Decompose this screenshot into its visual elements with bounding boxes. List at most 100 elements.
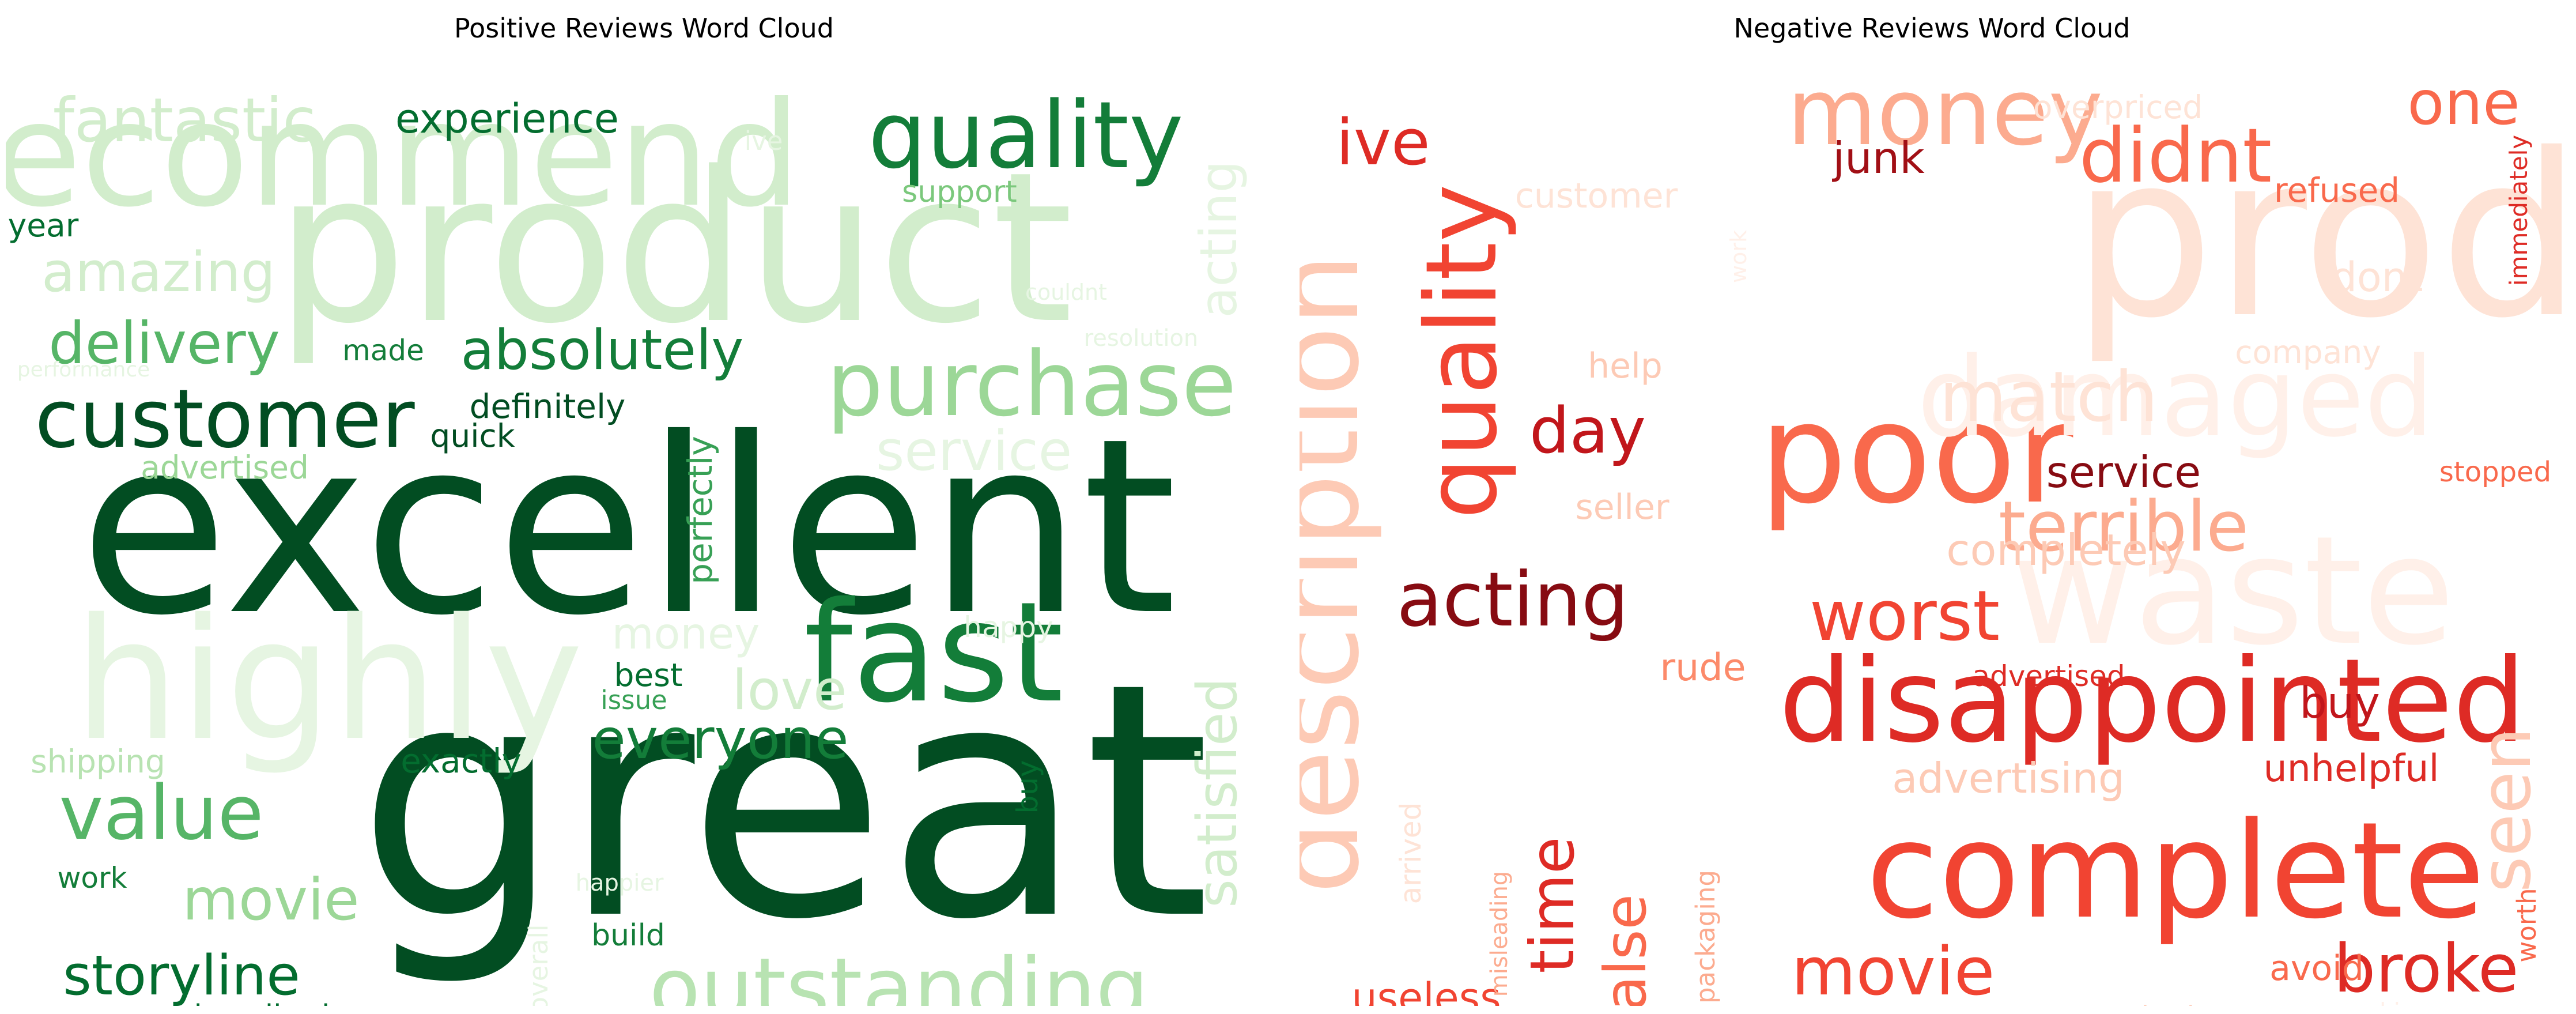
positive-word-ive: ive — [745, 126, 783, 156]
positive-word-buy: buy — [1011, 760, 1044, 813]
negative-word-dont: dont — [2331, 254, 2423, 301]
positive-word-exactly: exactly — [401, 741, 522, 781]
positive-word-happy: happy — [964, 610, 1053, 644]
positive-word-love: love — [732, 659, 847, 722]
positive-word-money: money — [611, 608, 760, 659]
positive-word-advertised: advertised — [141, 449, 309, 486]
negative-word-packaging: packaging — [1690, 870, 1721, 1004]
positive-word-year: year — [8, 207, 79, 244]
negative-word-seller: seller — [1575, 487, 1669, 527]
positive-word-fast: fast — [804, 572, 1064, 733]
negative-word-match: match — [1939, 357, 2158, 438]
negative-word-arrived: arrived — [1394, 802, 1427, 904]
positive-word-experience: experience — [395, 95, 619, 142]
negative-word-quality: quality — [1405, 184, 1519, 519]
positive-word-build: build — [591, 918, 665, 953]
positive-word-overall: overall — [523, 925, 554, 1006]
negative-word-ive: ive — [1336, 105, 1430, 179]
positive-word-resolution: resolution — [1084, 325, 1199, 352]
negative-word-description: description — [1300, 253, 1385, 894]
positive-word-recommend: recommend — [6, 71, 801, 239]
positive-cloud-panel: Positive Reviews Word Cloud excellent gre… — [6, 13, 1274, 1006]
negative-word-buy: buy — [2299, 677, 2380, 728]
negative-word-unhelpful: unhelpful — [2263, 747, 2439, 790]
positive-word-quality: quality — [868, 81, 1183, 189]
negative-word-worst: worst — [1810, 576, 2000, 657]
positive-word-value: value — [59, 769, 263, 857]
negative-word-misleading: misleading — [1486, 871, 1513, 997]
positive-word-absolutely: absolutely — [460, 319, 743, 382]
positive-word-excellent: excellent — [80, 387, 1177, 669]
positive-word-issue: issue — [600, 685, 667, 715]
negative-word-broke: broke — [2333, 930, 2518, 1006]
negative-cloud-panel: Negative Reviews Word Cloud product waste… — [1288, 0, 2576, 1014]
positive-word-fantastic: fantastic — [53, 85, 316, 156]
positive-cloud-title: Positive Reviews Word Cloud — [454, 13, 834, 44]
negative-word-company: company — [2235, 334, 2381, 371]
positive-word-highly: highly — [74, 583, 583, 778]
negative-word-movie: movie — [1791, 933, 1995, 1006]
positive-word-happier: happier — [576, 870, 664, 896]
negative-word-advertising: advertising — [1892, 754, 2124, 802]
negative-word-damaged: damaged — [1917, 334, 2434, 461]
positive-word-great: great — [357, 615, 1211, 990]
negative-word-overpriced: overpriced — [2033, 89, 2203, 126]
positive-word-purchase: purchase — [826, 332, 1237, 436]
negative-word-work: work — [1726, 230, 1751, 283]
negative-word-customer: customer — [1515, 176, 1678, 216]
positive-word-cloud: excellent great product highly recommend qual… — [6, 49, 1274, 1006]
positive-word-movie: movie — [182, 866, 359, 933]
positive-word-definitely: definitely — [470, 387, 626, 426]
negative-word-day: day — [1529, 394, 1646, 468]
negative-word-rude: rude — [1660, 646, 1746, 689]
negative-word-useless: useless — [1351, 974, 1501, 1006]
negative-word-didnt: didnt — [2079, 112, 2272, 199]
negative-word-one: one — [2407, 68, 2520, 138]
positive-word-described: described — [183, 999, 330, 1006]
negative-word-resulted: resulted — [2082, 1001, 2194, 1006]
negative-word-seen: seen — [2467, 727, 2547, 892]
negative-cloud-title: Negative Reviews Word Cloud — [1733, 13, 2131, 44]
negative-word-worth: worth — [2511, 888, 2542, 962]
positive-word-amazing: amazing — [41, 241, 275, 304]
negative-word-poor: poor — [1759, 373, 2073, 534]
positive-word-acting: acting — [1189, 161, 1248, 318]
positive-word-everyone: everyone — [592, 708, 848, 771]
negative-word-disappointed: disappointed — [1779, 634, 2526, 768]
positive-word-shipping: shipping — [31, 743, 165, 780]
negative-word-working: working — [2335, 998, 2431, 1006]
positive-word-perfectly: perfectly — [681, 436, 720, 585]
positive-word-best: best — [614, 657, 683, 693]
negative-word-stopped: stopped — [2439, 456, 2551, 488]
positive-word-performance: performance — [17, 358, 150, 382]
positive-word-delivery: delivery — [48, 310, 280, 377]
negative-word-advertised: advertised — [1972, 659, 2125, 693]
negative-word-money: money — [1787, 58, 2103, 166]
positive-word-service: service — [876, 420, 1072, 483]
positive-word-storyline: storyline — [63, 944, 300, 1006]
positive-word-quick: quick — [430, 417, 515, 454]
positive-word-outstanding: outstanding — [649, 940, 1149, 1006]
negative-word-help: help — [1588, 346, 1663, 386]
negative-word-product: product — [2072, 105, 2567, 367]
negative-word-service: service — [2046, 447, 2201, 497]
negative-word-complete: complete — [1866, 794, 2485, 948]
positive-word-support: support — [902, 175, 1017, 209]
positive-word-work: work — [58, 861, 127, 895]
positive-word-couldnt: couldnt — [1025, 280, 1107, 305]
positive-word-product: product — [275, 127, 1074, 369]
negative-word-junk: junk — [1831, 133, 1925, 183]
negative-word-false: false — [1592, 894, 1659, 1006]
negative-word-time: time — [1517, 836, 1588, 973]
negative-word-immediately: immediately — [2505, 135, 2533, 286]
positive-word-made: made — [342, 334, 424, 367]
negative-word-acting: acting — [1396, 556, 1629, 643]
negative-word-refused: refused — [2274, 171, 2400, 210]
negative-word-completely: completely — [1946, 525, 2186, 575]
negative-word-terrible: terrible — [1999, 487, 2249, 567]
positive-word-customer: customer — [35, 372, 415, 466]
negative-word-waste: waste — [2011, 504, 2454, 678]
negative-word-avoid: avoid — [2269, 948, 2364, 989]
positive-word-satisfied: satisfied — [1186, 677, 1249, 907]
